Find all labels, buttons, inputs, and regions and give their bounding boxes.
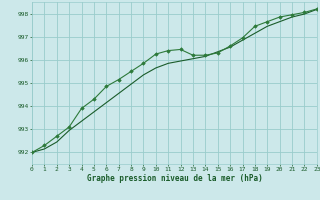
X-axis label: Graphe pression niveau de la mer (hPa): Graphe pression niveau de la mer (hPa) xyxy=(86,174,262,183)
